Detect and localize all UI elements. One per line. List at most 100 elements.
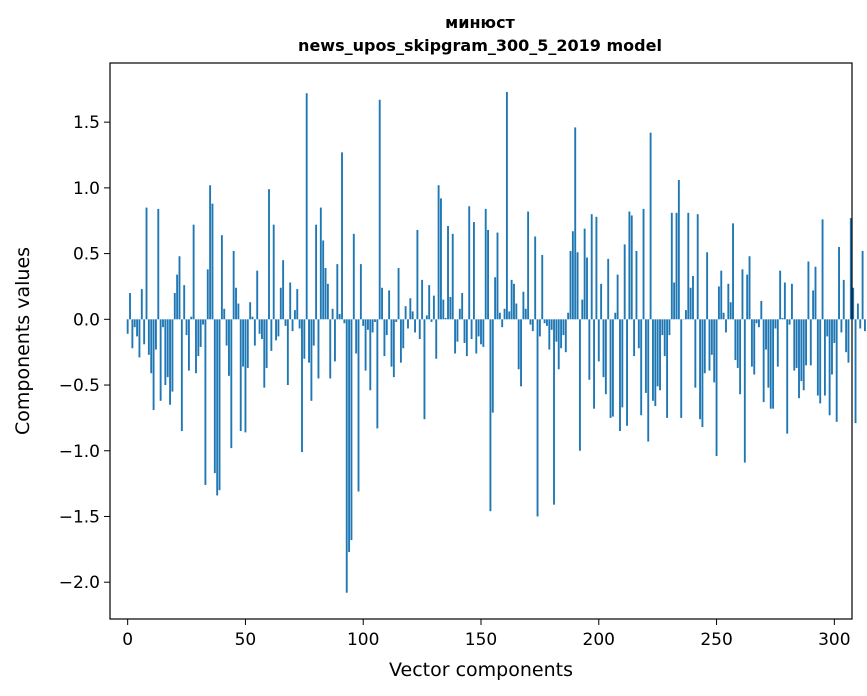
bar: [708, 319, 711, 371]
bar: [715, 319, 718, 457]
bar: [334, 319, 336, 362]
bar: [680, 319, 683, 418]
bar: [779, 270, 782, 320]
bar: [852, 287, 855, 320]
bar: [720, 270, 723, 320]
bar: [489, 319, 492, 512]
bar: [710, 319, 713, 355]
bar: [838, 247, 840, 320]
bar: [159, 319, 162, 401]
bar: [807, 261, 810, 320]
bars-group: [126, 91, 866, 593]
bar: [178, 256, 181, 320]
bar: [357, 319, 360, 492]
bar: [538, 319, 541, 337]
bar: [298, 319, 301, 329]
x-axis-ticks: 0 50 100 150 200 250 300: [122, 619, 851, 650]
bar: [211, 203, 214, 320]
bar: [465, 319, 468, 357]
y-axis-ticks: −2.0 −1.5 −1.0 −0.5 0.0 0.5 1.0 1.5: [59, 113, 110, 593]
bar: [296, 289, 299, 320]
bar: [842, 279, 845, 320]
bar: [477, 319, 480, 337]
bar: [472, 222, 475, 320]
bar: [187, 319, 190, 371]
bar: [845, 319, 848, 353]
bar: [684, 310, 687, 320]
bar: [475, 319, 478, 354]
bar: [694, 319, 697, 388]
bar: [769, 319, 772, 409]
bar: [689, 287, 692, 320]
bar: [223, 308, 226, 320]
bar: [774, 319, 777, 329]
bar: [359, 264, 362, 320]
bar: [487, 229, 489, 320]
bar: [614, 312, 617, 320]
bar: [171, 319, 174, 392]
bar: [246, 319, 249, 368]
bar: [833, 319, 836, 343]
bar: [157, 208, 160, 320]
bar: [383, 319, 386, 357]
bar: [734, 319, 737, 361]
bar: [621, 319, 624, 408]
bar: [447, 225, 449, 320]
bar: [798, 319, 800, 399]
bar: [411, 311, 414, 320]
bar: [152, 319, 155, 411]
bar: [626, 319, 628, 426]
bar: [202, 319, 204, 325]
bar: [338, 314, 341, 320]
y-axis-label: Components values: [12, 247, 34, 435]
bar: [263, 319, 266, 388]
bar: [244, 319, 247, 433]
bar: [760, 300, 763, 320]
bar: [864, 319, 866, 332]
bar: [548, 319, 551, 350]
bar: [661, 319, 664, 336]
bar: [727, 283, 730, 320]
bar: [569, 250, 572, 320]
bar: [225, 319, 228, 346]
bar: [371, 319, 374, 333]
bar: [204, 319, 207, 485]
bar: [282, 260, 285, 320]
bar: [289, 282, 292, 320]
bar: [498, 312, 501, 320]
bar: [169, 319, 171, 405]
bar: [131, 319, 134, 349]
bar: [793, 319, 796, 371]
bar: [644, 319, 647, 393]
bar: [407, 319, 409, 329]
bar: [218, 319, 221, 491]
bar: [418, 319, 421, 340]
bar: [350, 319, 353, 541]
bar: [527, 211, 530, 320]
bar: [590, 214, 593, 320]
bar: [444, 318, 447, 320]
bar: [305, 93, 308, 320]
bar: [588, 319, 591, 380]
bar: [503, 308, 506, 320]
bar: [195, 319, 197, 374]
bar: [192, 224, 195, 320]
bar: [232, 250, 235, 320]
bar: [717, 286, 720, 320]
bar: [560, 319, 563, 349]
bar: [762, 319, 765, 403]
bar: [491, 319, 494, 413]
bar: [341, 152, 343, 320]
bar: [209, 185, 212, 320]
bar: [461, 293, 464, 320]
bar: [468, 206, 471, 320]
bar: [374, 319, 376, 322]
y-tick-label: −2.0: [59, 573, 100, 593]
bar: [814, 266, 817, 320]
y-tick-label: 0.5: [73, 245, 100, 265]
bar: [421, 279, 424, 320]
bar: [423, 319, 426, 420]
bar: [562, 319, 565, 336]
bar: [736, 319, 739, 368]
bar: [586, 257, 588, 320]
